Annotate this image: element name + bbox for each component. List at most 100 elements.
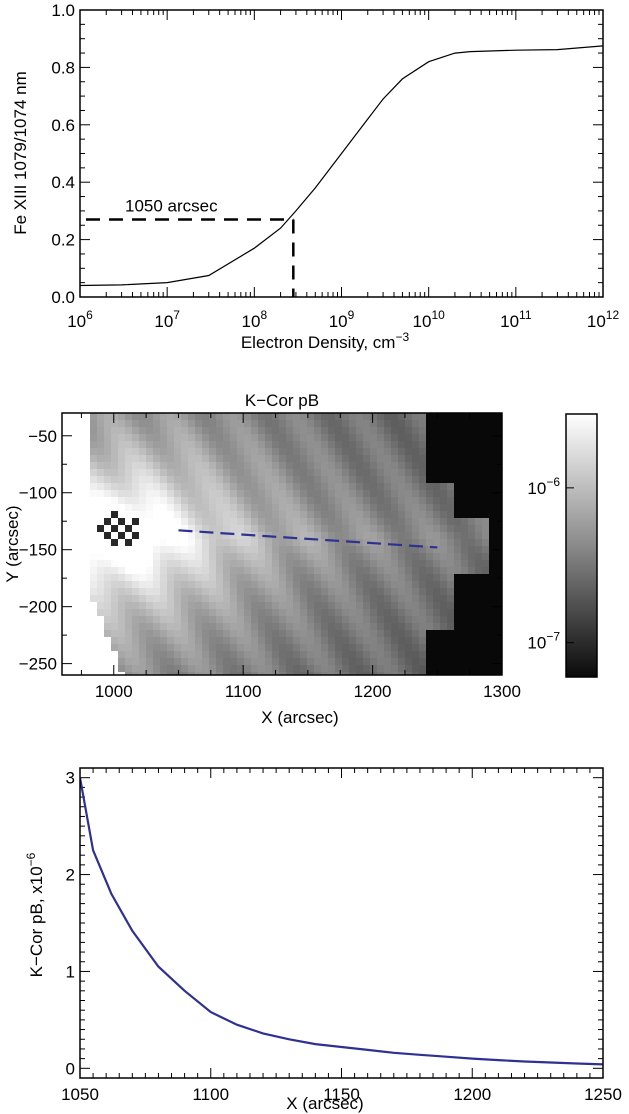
heatmap-cell bbox=[111, 623, 119, 631]
heatmap-cell bbox=[90, 595, 98, 603]
heatmap-cell bbox=[356, 651, 364, 659]
heatmap-cell bbox=[475, 553, 483, 561]
heatmap-cell bbox=[363, 469, 371, 477]
heatmap-cell bbox=[405, 602, 413, 610]
heatmap-cell bbox=[209, 658, 217, 666]
heatmap-cell bbox=[69, 476, 77, 484]
heatmap-cell bbox=[440, 490, 448, 498]
heatmap-cell bbox=[174, 420, 182, 428]
heatmap-cell bbox=[132, 581, 140, 589]
heatmap-cell bbox=[83, 609, 91, 617]
heatmap-cell bbox=[384, 441, 392, 449]
heatmap-cell bbox=[461, 441, 469, 449]
heatmap-cell bbox=[209, 637, 217, 645]
heatmap-cell bbox=[349, 665, 357, 673]
heatmap-cell bbox=[209, 574, 217, 582]
heatmap-cell bbox=[265, 658, 273, 666]
heatmap-cell bbox=[335, 469, 343, 477]
heatmap-cell bbox=[335, 658, 343, 666]
heatmap-cell bbox=[76, 427, 84, 435]
heatmap-cell bbox=[83, 567, 91, 575]
heatmap-cell bbox=[195, 623, 203, 631]
heatmap-cell bbox=[293, 623, 301, 631]
heatmap-cell bbox=[195, 427, 203, 435]
heatmap-cell bbox=[90, 546, 98, 554]
heatmap-cell bbox=[195, 469, 203, 477]
heatmap-cell bbox=[181, 420, 189, 428]
heatmap-cell bbox=[342, 469, 350, 477]
heatmap-cell bbox=[475, 511, 483, 519]
heatmap-cell bbox=[153, 595, 161, 603]
heatmap-cell bbox=[188, 567, 196, 575]
heatmap-cell bbox=[244, 469, 252, 477]
heatmap-cell bbox=[398, 546, 406, 554]
heatmap-cell bbox=[293, 539, 301, 547]
heatmap-cell bbox=[426, 658, 434, 666]
heatmap-cell bbox=[146, 665, 154, 673]
heatmap-cell bbox=[405, 490, 413, 498]
heatmap-cell bbox=[69, 448, 77, 456]
heatmap-cell bbox=[419, 441, 427, 449]
heatmap-cell bbox=[132, 567, 140, 575]
heatmap-cell bbox=[230, 574, 238, 582]
heatmap-cell bbox=[335, 595, 343, 603]
heatmap-cell bbox=[286, 490, 294, 498]
heatmap-cell bbox=[286, 588, 294, 596]
heatmap-cell bbox=[349, 525, 357, 533]
heatmap-cell bbox=[69, 595, 77, 603]
heatmap-cell bbox=[377, 518, 385, 526]
heatmap-cell bbox=[174, 518, 182, 526]
heatmap-cell bbox=[321, 616, 329, 624]
heatmap-cell bbox=[482, 504, 490, 512]
heatmap-cell bbox=[216, 532, 224, 540]
heatmap-cell bbox=[356, 644, 364, 652]
heatmap-cell bbox=[419, 434, 427, 442]
heatmap-cell bbox=[384, 637, 392, 645]
heatmap-cell bbox=[496, 616, 502, 624]
heatmap-cell bbox=[118, 602, 126, 610]
heatmap-cell bbox=[377, 602, 385, 610]
heatmap-cell bbox=[286, 462, 294, 470]
heatmap-cell bbox=[76, 511, 84, 519]
heatmap-cell bbox=[216, 665, 224, 673]
colorbar-ramp bbox=[565, 413, 598, 678]
heatmap-cell bbox=[69, 630, 77, 638]
colorbar-tick-label: 10−7 bbox=[527, 630, 560, 653]
heatmap-cell bbox=[433, 511, 441, 519]
heatmap-cell bbox=[118, 553, 126, 561]
heatmap-cell bbox=[433, 525, 441, 533]
heatmap-cell bbox=[475, 560, 483, 568]
heatmap-cell bbox=[321, 602, 329, 610]
heatmap-cell bbox=[146, 483, 154, 491]
heatmap-cell bbox=[181, 462, 189, 470]
y-tick-label: 2 bbox=[66, 866, 75, 885]
heatmap-cell bbox=[265, 455, 273, 463]
heatmap-cell bbox=[209, 420, 217, 428]
heatmap-cell bbox=[293, 427, 301, 435]
heatmap-cell bbox=[321, 490, 329, 498]
heatmap-cell bbox=[223, 595, 231, 603]
heatmap-cell bbox=[363, 518, 371, 526]
heatmap-cell bbox=[132, 469, 140, 477]
heatmap-cell bbox=[398, 427, 406, 435]
heatmap-cell bbox=[62, 623, 70, 631]
heatmap-cell bbox=[90, 637, 98, 645]
heatmap-cell bbox=[419, 504, 427, 512]
heatmap-cell bbox=[398, 462, 406, 470]
heatmap-cell bbox=[111, 609, 119, 617]
heatmap-cell bbox=[104, 441, 112, 449]
heatmap-cell bbox=[118, 616, 126, 624]
heatmap-cell bbox=[461, 581, 469, 589]
heatmap-cell bbox=[328, 476, 336, 484]
heatmap-cell bbox=[244, 490, 252, 498]
heatmap-cell bbox=[419, 518, 427, 526]
heatmap-cell bbox=[433, 560, 441, 568]
heatmap-cell bbox=[419, 420, 427, 428]
heatmap-cell bbox=[447, 546, 455, 554]
heatmap-cell bbox=[328, 609, 336, 617]
heatmap-cell bbox=[272, 469, 280, 477]
heatmap-cell bbox=[440, 574, 448, 582]
heatmap-cell bbox=[83, 476, 91, 484]
heatmap-cell bbox=[69, 469, 77, 477]
heatmap-cell bbox=[293, 658, 301, 666]
